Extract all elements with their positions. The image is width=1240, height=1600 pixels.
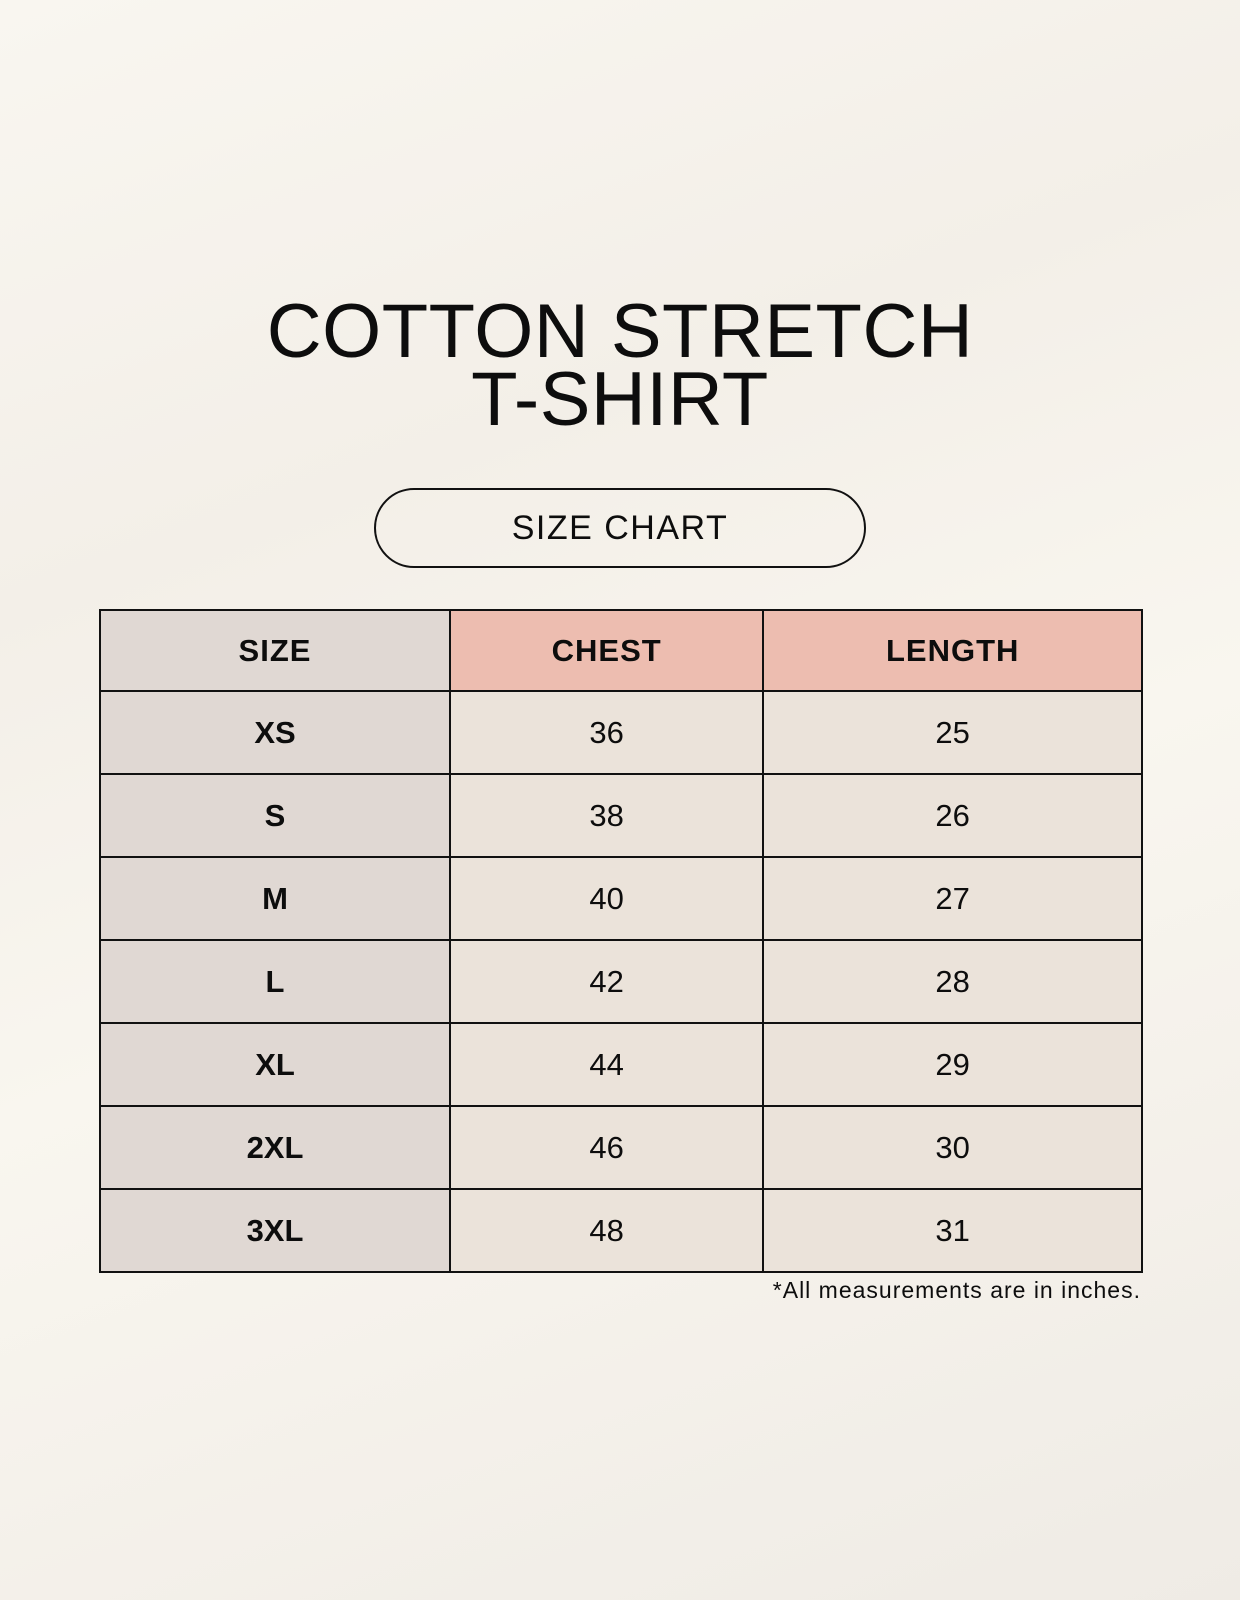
- table-header-row: SIZE CHEST LENGTH: [99, 609, 1143, 692]
- cell-chest: 40: [448, 856, 765, 941]
- cell-size: L: [99, 939, 451, 1024]
- cell-length: 25: [762, 690, 1143, 775]
- cell-chest: 44: [448, 1022, 765, 1107]
- header-chest: CHEST: [448, 609, 765, 692]
- header-size: SIZE: [99, 609, 451, 692]
- cell-length: 27: [762, 856, 1143, 941]
- cell-size: S: [99, 773, 451, 858]
- table-row: 3XL 48 31: [99, 1188, 1143, 1273]
- cell-chest: 46: [448, 1105, 765, 1190]
- table-row: M 40 27: [99, 856, 1143, 941]
- header-length: LENGTH: [762, 609, 1143, 692]
- cell-length: 31: [762, 1188, 1143, 1273]
- cell-size: 2XL: [99, 1105, 451, 1190]
- table-row: 2XL 46 30: [99, 1105, 1143, 1190]
- cell-size: XS: [99, 690, 451, 775]
- page-title: COTTON STRETCH T-SHIRT: [0, 289, 1240, 442]
- cell-size: XL: [99, 1022, 451, 1107]
- title-line-1: COTTON STRETCH: [266, 289, 974, 374]
- table-row: XL 44 29: [99, 1022, 1143, 1107]
- cell-length: 26: [762, 773, 1143, 858]
- cell-chest: 42: [448, 939, 765, 1024]
- cell-chest: 38: [448, 773, 765, 858]
- table-row: L 42 28: [99, 939, 1143, 1024]
- measurement-note: *All measurements are in inches.: [772, 1277, 1141, 1303]
- cell-chest: 48: [448, 1188, 765, 1273]
- cell-size: 3XL: [99, 1188, 451, 1273]
- title-line-2: T-SHIRT: [471, 357, 769, 442]
- cell-length: 29: [762, 1022, 1143, 1107]
- cell-chest: 36: [448, 690, 765, 775]
- size-chart-badge: SIZE CHART: [374, 488, 866, 568]
- table-row: XS 36 25: [99, 690, 1143, 775]
- cell-length: 28: [762, 939, 1143, 1024]
- cell-size: M: [99, 856, 451, 941]
- cell-length: 30: [762, 1105, 1143, 1190]
- table-row: S 38 26: [99, 773, 1143, 858]
- size-table: SIZE CHEST LENGTH XS 36 25 S 38 26 M 40 27 L 42 28 X…: [99, 609, 1143, 1273]
